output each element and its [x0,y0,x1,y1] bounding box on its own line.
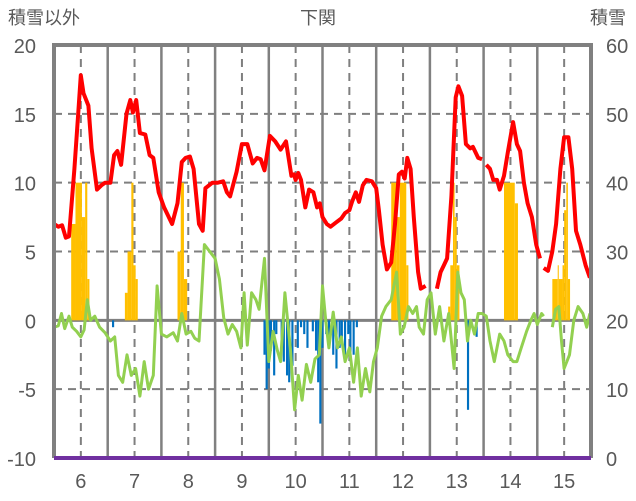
negative-bar [352,320,355,355]
negative-bar [296,320,299,348]
snow-depth-bar [406,265,409,321]
y-tick-right: 10 [606,380,628,402]
x-tick: 9 [236,471,247,493]
negative-bar [291,320,294,366]
y-tick-left: 10 [14,174,36,196]
red-line [52,73,427,291]
snow-depth-bar [75,182,82,321]
x-tick: 8 [183,471,194,493]
negative-bar [303,320,306,335]
y-tick-right: 60 [606,36,628,58]
negative-bar [282,320,285,362]
negative-bar [311,320,314,332]
negative-bar [319,320,322,424]
snow-depth-bar [396,217,400,321]
chart-title: 下関 [300,8,336,28]
y-tick-right: 30 [606,243,628,265]
negative-bar [263,320,266,355]
snow-depth-bar [81,217,86,321]
snow-depth-bar [557,265,559,321]
snow-depth-bar [180,182,184,321]
snow-depth-bar [183,279,188,321]
negative-bar [349,320,352,362]
left-axis-label: 積雪以外 [8,8,80,28]
snow-depth-bar [131,182,134,321]
green-line [53,243,545,412]
y-tick-right: 0 [606,449,617,471]
x-tick: 13 [446,471,468,493]
snow-depth-bar [450,265,453,321]
negative-bar [321,320,324,348]
green-line [550,305,592,370]
snow-depth-bar [552,279,558,321]
snow-depth-bar [564,210,567,321]
snow-depth-bar [135,279,138,321]
y-tick-left: 15 [14,105,36,127]
negative-bar [273,320,276,376]
x-tick: 12 [392,471,414,493]
red-line [434,84,483,290]
snow-depth-bar [566,182,568,321]
x-tick: 15 [553,471,575,493]
snow-depth-bar [71,223,76,321]
negative-bar [347,320,350,335]
negative-bar [340,320,343,341]
negative-bar [299,320,303,328]
red-line [542,135,592,279]
negative-bar [275,320,278,335]
negative-bar [285,320,289,376]
lines [52,73,592,412]
snow-depth-bar [562,265,565,321]
snow-depth-bar [177,251,181,321]
snow-depth-bar [124,292,128,321]
negative-bar [466,320,470,410]
y-tick-left: 20 [14,36,36,58]
snow-depth-bar [85,182,88,321]
snow-depth-bar [452,182,455,321]
negative-bar [314,320,318,351]
y-tick-left: 0 [25,311,36,333]
snow-depth-bar [567,279,571,321]
negative-bar [306,320,309,348]
negative-bar [343,320,347,359]
y-tick-left: 5 [25,243,36,265]
red-line [484,120,542,259]
x-tick: 14 [499,471,521,493]
bars [71,182,571,424]
x-tick: 7 [129,471,140,493]
snow-depth-bar [127,251,132,321]
negative-bar [111,320,115,328]
y-tick-right: 20 [606,311,628,333]
snow-depth-bar [454,217,457,321]
negative-bar [265,320,268,390]
snow-depth-bar [399,182,407,321]
negative-bar [269,320,273,351]
snow-depth-bar [558,279,563,321]
snow-depth-bar [514,203,518,321]
negative-bar [355,320,358,328]
y-tick-right: 50 [606,105,628,127]
y-tick-left: -5 [18,380,36,402]
negative-bar [327,320,331,341]
plot-frame [52,43,593,458]
snow-depth-bar [133,265,136,321]
y-tick-left: -10 [7,449,36,471]
x-tick: 11 [339,471,360,493]
x-tick: 10 [285,471,307,493]
y-tick-right: 40 [606,174,628,196]
snow-depth-bar [504,182,515,321]
right-axis-label: 積雪 [590,8,626,28]
negative-bar [332,320,335,355]
negative-bar [338,320,341,348]
x-tick: 6 [75,471,86,493]
